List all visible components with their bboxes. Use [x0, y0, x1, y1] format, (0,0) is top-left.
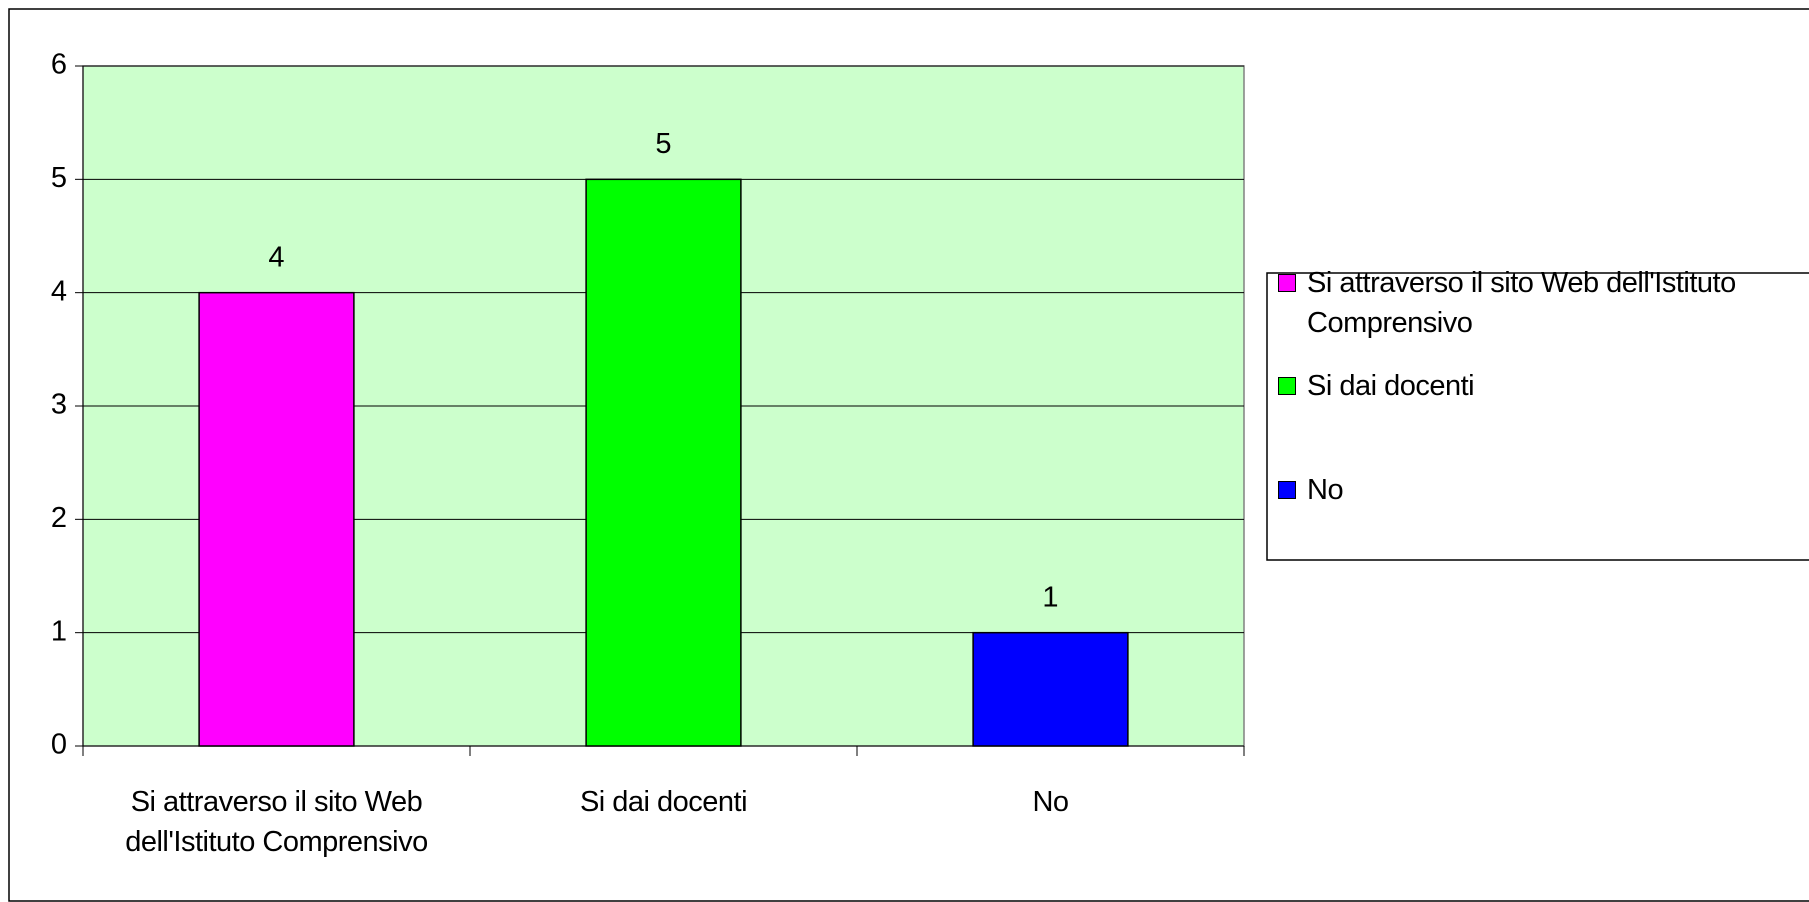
legend-label: Si attraverso il sito Web dell'Istituto …	[1307, 267, 1736, 339]
value-label: 4	[268, 241, 284, 273]
legend-label: Si dai docenti	[1307, 370, 1475, 402]
legend-box	[1266, 272, 1809, 561]
x-tick-label: Si attraverso il sito Web dell'Istituto …	[125, 786, 428, 858]
legend-swatch	[1278, 377, 1296, 395]
y-tick-label: 6	[51, 49, 67, 81]
y-tick-label: 1	[51, 615, 67, 647]
value-label: 5	[655, 128, 671, 160]
y-tick-label: 4	[51, 275, 67, 307]
bar	[585, 178, 742, 747]
value-label: 1	[1042, 581, 1058, 613]
y-tick-label: 2	[51, 502, 67, 534]
bar	[198, 291, 355, 747]
legend-swatch	[1278, 481, 1296, 499]
legend-label: No	[1307, 474, 1344, 506]
chart-border	[8, 8, 1809, 902]
legend-swatch	[1278, 274, 1296, 292]
y-tick-label: 3	[51, 389, 67, 421]
bar	[972, 631, 1129, 747]
y-tick-label: 0	[51, 729, 67, 761]
x-tick-label: No	[1032, 786, 1069, 818]
y-tick-label: 5	[51, 162, 67, 194]
x-tick-label: Si dai docenti	[579, 786, 748, 818]
